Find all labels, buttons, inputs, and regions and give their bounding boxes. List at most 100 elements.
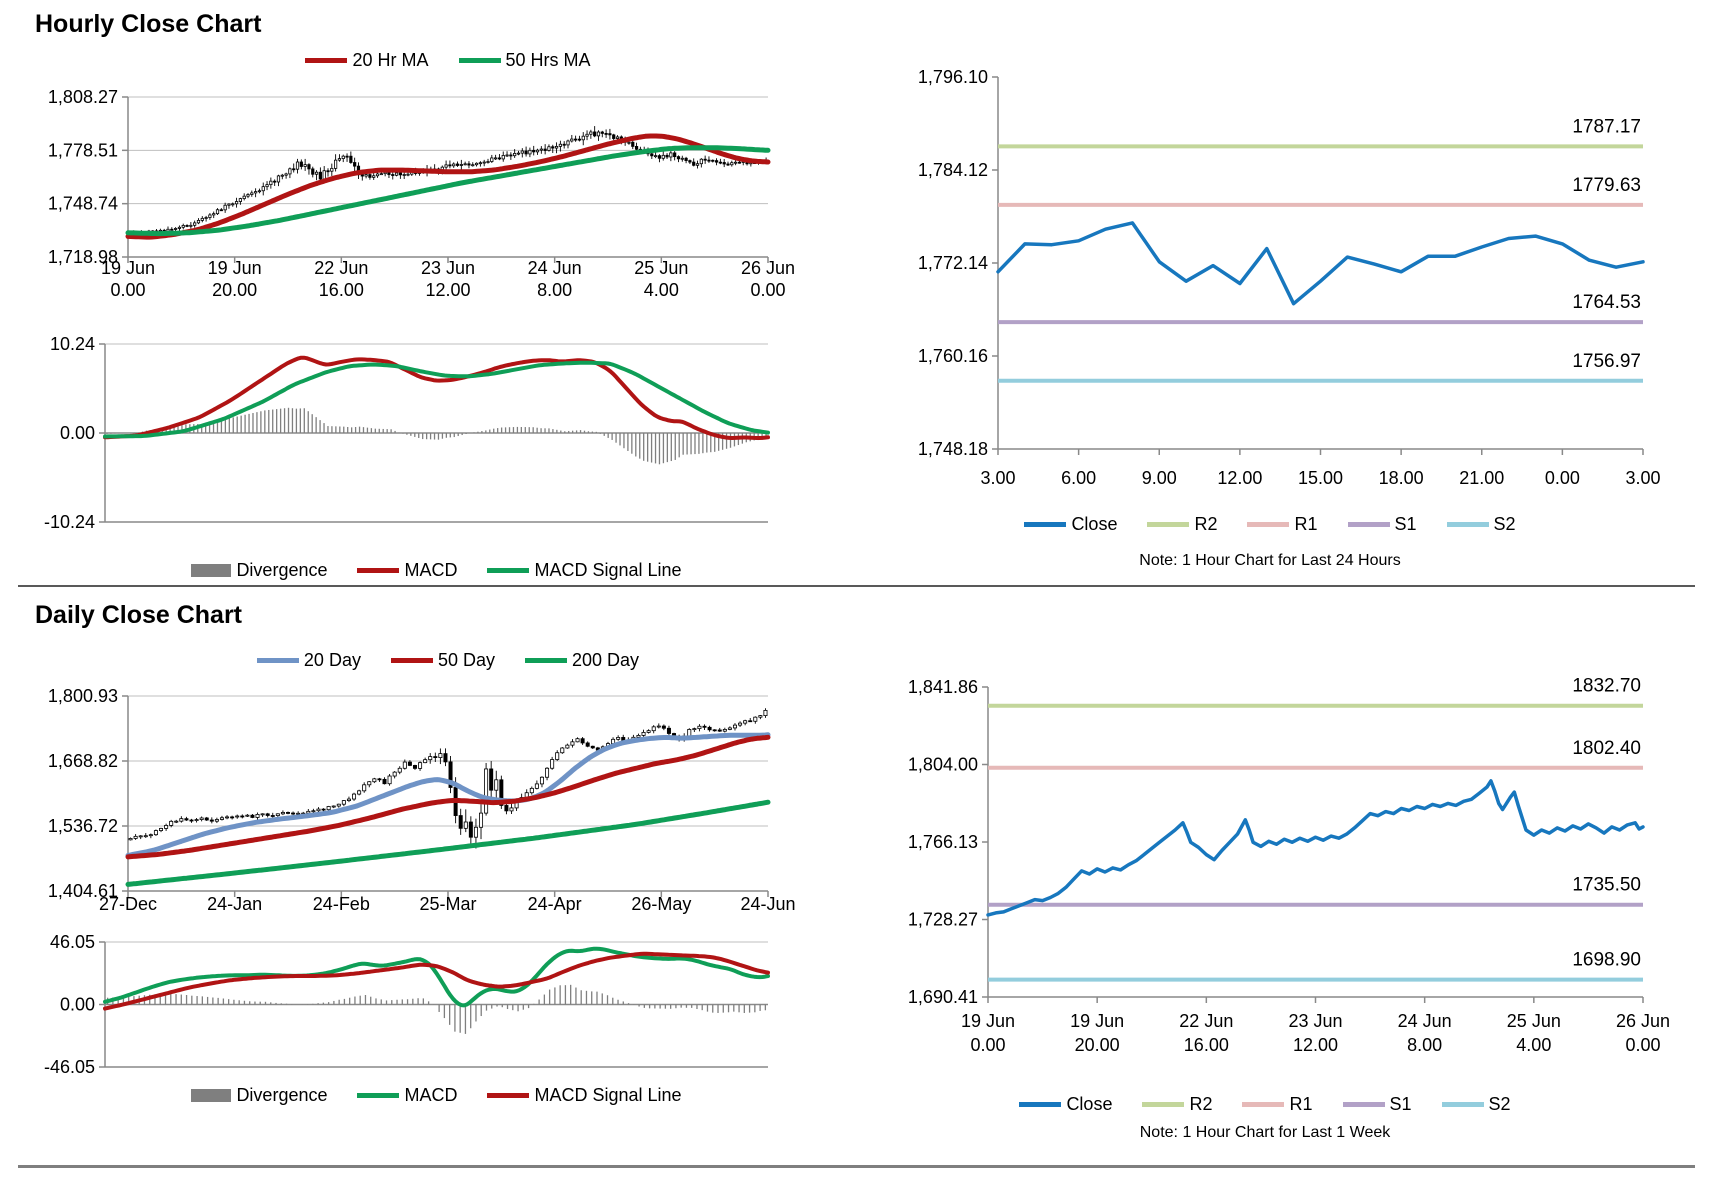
legend-label: Close <box>1066 1094 1113 1114</box>
svg-text:1,748.74: 1,748.74 <box>48 194 118 214</box>
svg-text:19 Jun: 19 Jun <box>208 258 262 278</box>
svg-text:22 Jun: 22 Jun <box>314 258 368 278</box>
hourly-sr-note: Note: 1 Hour Chart for Last 24 Hours <box>1139 552 1401 569</box>
legend-line-swatch-icon <box>256 658 299 663</box>
svg-text:18.00: 18.00 <box>1379 468 1424 488</box>
hourly-sr-level-label-S2: 1756.97 <box>1572 351 1641 372</box>
weekly-sr-level-label-S1: 1735.50 <box>1572 875 1641 896</box>
svg-text:19 Jun: 19 Jun <box>961 1011 1015 1031</box>
svg-text:25 Jun: 25 Jun <box>634 258 688 278</box>
legend-item-divergence: Divergence <box>191 1085 327 1106</box>
svg-text:0.00: 0.00 <box>60 423 95 443</box>
legend-item-divergence: Divergence <box>191 560 327 581</box>
svg-text:21.00: 21.00 <box>1459 468 1504 488</box>
legend-item-20-hr-ma: 20 Hr MA <box>305 50 429 71</box>
legend-item-r2: R2 <box>1147 514 1217 535</box>
legend-line-swatch-icon <box>1342 1102 1385 1107</box>
legend-line-swatch-icon <box>390 658 433 663</box>
hourly-sr-level-label-R1: 1779.63 <box>1572 175 1641 196</box>
daily-section-title: Daily Close Chart <box>35 601 243 629</box>
svg-text:1,690.41: 1,690.41 <box>908 987 978 1007</box>
legend-item-s1: S1 <box>1347 514 1417 535</box>
legend-item-r2: R2 <box>1142 1094 1212 1115</box>
legend-item-macd-signal-line: MACD Signal Line <box>487 1085 682 1106</box>
svg-text:0.00: 0.00 <box>1625 1035 1660 1055</box>
svg-text:10.24: 10.24 <box>50 334 95 354</box>
svg-text:1,748.18: 1,748.18 <box>918 439 988 459</box>
svg-text:0.00: 0.00 <box>60 995 95 1015</box>
hourly-sr-level-label-R2: 1787.17 <box>1572 116 1641 137</box>
legend-label: MACD Signal Line <box>534 560 682 580</box>
svg-text:1,784.12: 1,784.12 <box>918 160 988 180</box>
hourly-sr-legend: Close R2 R1 S1 S2 <box>890 514 1650 535</box>
legend-line-swatch-icon <box>357 1093 400 1098</box>
legend-line-swatch-icon <box>525 658 568 663</box>
svg-text:0.00: 0.00 <box>970 1035 1005 1055</box>
svg-text:19 Jun: 19 Jun <box>1070 1011 1124 1031</box>
legend-label: Divergence <box>236 560 328 580</box>
svg-text:22 Jun: 22 Jun <box>1179 1011 1233 1031</box>
legend-label: R2 <box>1189 1094 1213 1114</box>
svg-text:24 Jun: 24 Jun <box>528 258 582 278</box>
legend-label: R1 <box>1294 514 1318 534</box>
svg-text:12.00: 12.00 <box>425 280 470 300</box>
hourly-macd-legend: Divergence MACD MACD Signal Line <box>105 560 768 581</box>
svg-text:0.00: 0.00 <box>1545 468 1580 488</box>
hourly-sr-chart: 1,796.10 1,784.12 1,772.14 1,760.16 1,748.18… <box>918 67 1661 488</box>
legend-label: MACD <box>404 1085 458 1105</box>
svg-text:16.00: 16.00 <box>319 280 364 300</box>
daily-macd-legend: Divergence MACD MACD Signal Line <box>105 1085 768 1106</box>
svg-text:1,841.86: 1,841.86 <box>908 677 978 697</box>
legend-item-close: Close <box>1019 1094 1112 1115</box>
legend-label: S2 <box>1493 514 1516 534</box>
legend-item-macd: MACD <box>357 560 457 581</box>
legend-bar-swatch-icon <box>191 564 232 577</box>
svg-text:1,800.93: 1,800.93 <box>48 686 118 706</box>
svg-text:24 Jun: 24 Jun <box>1398 1011 1452 1031</box>
legend-line-swatch-icon <box>1142 1102 1185 1107</box>
svg-text:8.00: 8.00 <box>1407 1035 1442 1055</box>
svg-text:12.00: 12.00 <box>1217 468 1262 488</box>
legend-label: Divergence <box>236 1085 328 1105</box>
svg-text:0.00: 0.00 <box>110 280 145 300</box>
weekly-sr-chart: 1,841.86 1,804.00 1,766.13 1,728.27 1,690.41… <box>908 676 1670 1055</box>
legend-item-50-hrs-ma: 50 Hrs MA <box>458 50 591 71</box>
legend-label: 50 Day <box>437 650 496 670</box>
legend-label: MACD <box>404 560 458 580</box>
legend-item-macd: MACD <box>357 1085 457 1106</box>
svg-text:1,668.82: 1,668.82 <box>48 751 118 771</box>
daily-macd-chart: 46.05 0.00 -46.05 <box>44 932 770 1077</box>
svg-text:6.00: 6.00 <box>1061 468 1096 488</box>
svg-text:26 Jun: 26 Jun <box>1616 1011 1670 1031</box>
svg-text:24-Feb: 24-Feb <box>313 894 370 914</box>
legend-line-swatch-icon <box>458 58 501 63</box>
legend-item-r1: R1 <box>1247 514 1318 535</box>
daily-price-legend: 20 Day 50 Day 200 Day <box>128 650 768 671</box>
svg-text:9.00: 9.00 <box>1142 468 1177 488</box>
svg-text:27-Dec: 27-Dec <box>99 894 157 914</box>
section-divider <box>18 585 1695 587</box>
svg-text:19 Jun: 19 Jun <box>101 258 155 278</box>
legend-line-swatch-icon <box>487 1093 530 1098</box>
svg-text:1,778.51: 1,778.51 <box>48 140 118 160</box>
legend-item-macd-signal-line: MACD Signal Line <box>487 560 682 581</box>
svg-text:4.00: 4.00 <box>644 280 679 300</box>
svg-text:24-Jun: 24-Jun <box>740 894 795 914</box>
hourly-price-legend: 20 Hr MA 50 Hrs MA <box>128 50 768 71</box>
legend-line-swatch-icon <box>305 58 348 63</box>
legend-line-swatch-icon <box>1446 522 1489 527</box>
svg-text:1,766.13: 1,766.13 <box>908 832 978 852</box>
legend-item-50-day: 50 Day <box>390 650 496 671</box>
svg-text:-10.24: -10.24 <box>44 512 95 532</box>
svg-text:12.00: 12.00 <box>1293 1035 1338 1055</box>
svg-text:15.00: 15.00 <box>1298 468 1343 488</box>
svg-text:1,536.72: 1,536.72 <box>48 816 118 836</box>
legend-label: 50 Hrs MA <box>505 50 591 70</box>
legend-item-s1: S1 <box>1342 1094 1412 1115</box>
svg-text:24-Apr: 24-Apr <box>528 894 582 914</box>
legend-line-swatch-icon <box>487 568 530 573</box>
svg-text:3.00: 3.00 <box>1625 468 1660 488</box>
svg-text:16.00: 16.00 <box>1184 1035 1229 1055</box>
